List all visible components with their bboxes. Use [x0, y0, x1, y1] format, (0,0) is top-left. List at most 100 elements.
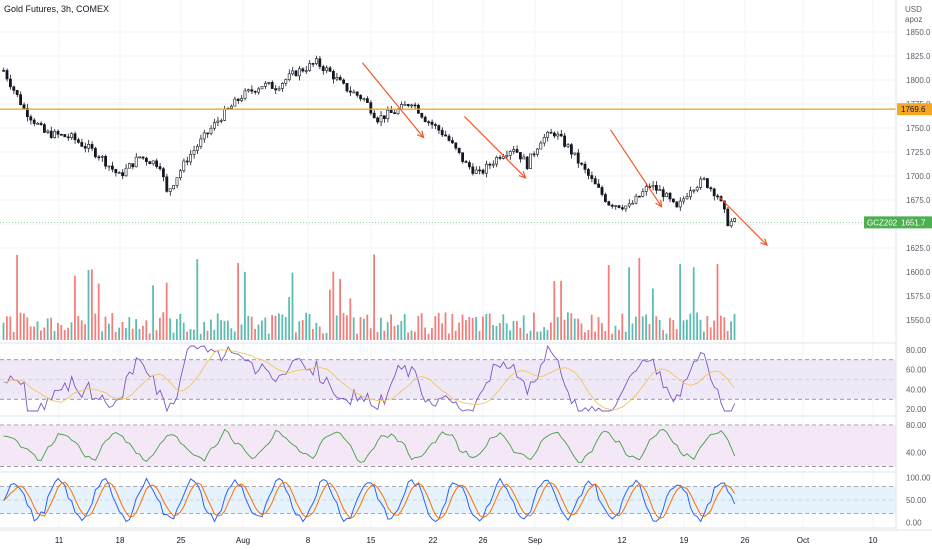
candle-body[interactable] [712, 188, 716, 197]
candle-body[interactable] [580, 162, 584, 165]
candle-body[interactable] [240, 98, 244, 101]
candle-body[interactable] [386, 109, 390, 120]
candle-body[interactable] [155, 160, 159, 167]
candle-body[interactable] [563, 135, 567, 147]
candle-body[interactable] [77, 139, 80, 143]
trend-arrow-line[interactable] [361, 62, 425, 138]
candle-body[interactable] [454, 142, 458, 149]
candle-body[interactable] [162, 168, 165, 178]
candle-body[interactable] [603, 194, 607, 202]
candle-body[interactable] [709, 187, 713, 190]
candle-body[interactable] [573, 152, 577, 155]
candle-body[interactable] [729, 221, 733, 227]
candle-body[interactable] [243, 90, 247, 99]
candle-body[interactable] [260, 85, 264, 90]
drawings[interactable] [0, 62, 896, 247]
candle-body[interactable] [284, 79, 288, 84]
candle-body[interactable] [637, 195, 641, 198]
candle-body[interactable] [274, 88, 278, 91]
candle-body[interactable] [430, 121, 434, 125]
candle-body[interactable] [5, 70, 9, 80]
candle-body[interactable] [413, 104, 417, 107]
candle-body[interactable] [9, 78, 12, 88]
candle-body[interactable] [19, 94, 23, 105]
candle-body[interactable] [546, 131, 550, 138]
candle-body[interactable] [304, 70, 308, 72]
candle-body[interactable] [209, 127, 213, 134]
candle-body[interactable] [90, 144, 94, 149]
candle-body[interactable] [87, 144, 91, 149]
candle-body[interactable] [342, 79, 346, 84]
candle-body[interactable] [263, 82, 267, 87]
candle-body[interactable] [379, 115, 383, 123]
candle-body[interactable] [529, 153, 533, 169]
candle-body[interactable] [338, 77, 342, 81]
candle-body[interactable] [213, 122, 216, 129]
horizontal-level-tag[interactable] [897, 103, 932, 116]
candle-body[interactable] [253, 90, 257, 93]
candle-body[interactable] [631, 202, 635, 205]
candle-body[interactable] [423, 116, 427, 123]
candle-body[interactable] [22, 104, 26, 109]
candle-body[interactable] [32, 119, 36, 124]
candle-body[interactable] [481, 169, 485, 174]
candle-body[interactable] [165, 176, 169, 192]
candle-body[interactable] [464, 161, 468, 163]
candle-body[interactable] [172, 185, 176, 190]
price-candles[interactable] [2, 55, 737, 228]
candle-body[interactable] [478, 169, 482, 172]
candle-body[interactable] [145, 157, 148, 162]
candle-body[interactable] [393, 112, 397, 114]
candle-body[interactable] [559, 133, 563, 137]
candle-body[interactable] [586, 169, 590, 176]
candle-body[interactable] [301, 68, 305, 72]
candle-body[interactable] [267, 82, 271, 84]
candle-body[interactable] [39, 123, 43, 125]
candle-body[interactable] [410, 104, 414, 107]
candle-body[interactable] [525, 156, 529, 169]
candle-body[interactable] [474, 169, 478, 174]
candle-body[interactable] [345, 83, 349, 92]
candle-body[interactable] [583, 163, 587, 170]
candle-body[interactable] [83, 146, 87, 149]
candle-body[interactable] [726, 208, 730, 227]
candle-body[interactable] [66, 136, 70, 139]
candle-body[interactable] [314, 58, 318, 64]
candle-body[interactable] [542, 136, 546, 144]
candle-body[interactable] [318, 58, 322, 67]
candle-body[interactable] [359, 95, 363, 100]
candle-body[interactable] [352, 91, 356, 94]
candle-body[interactable] [590, 175, 594, 179]
candle-body[interactable] [297, 68, 301, 77]
candle-body[interactable] [610, 204, 614, 207]
candle-body[interactable] [182, 160, 186, 172]
candle-body[interactable] [495, 157, 499, 165]
candle-body[interactable] [12, 86, 16, 91]
candle-body[interactable] [505, 155, 509, 157]
candle-body[interactable] [236, 98, 240, 101]
trend-arrow-line[interactable] [463, 116, 527, 179]
candle-body[interactable] [702, 178, 706, 180]
candle-body[interactable] [59, 134, 63, 136]
candle-body[interactable] [148, 161, 152, 165]
candle-body[interactable] [488, 163, 492, 166]
candle-body[interactable] [15, 90, 19, 95]
candle-body[interactable] [287, 73, 291, 80]
candle-body[interactable] [406, 104, 410, 107]
candle-body[interactable] [277, 88, 281, 91]
candle-body[interactable] [695, 187, 699, 191]
candle-body[interactable] [97, 156, 101, 159]
candle-body[interactable] [396, 109, 400, 114]
candle-body[interactable] [168, 188, 172, 192]
candle-body[interactable] [535, 148, 539, 155]
candle-body[interactable] [515, 149, 519, 153]
candle-body[interactable] [111, 165, 114, 170]
candle-body[interactable] [369, 102, 373, 114]
candle-body[interactable] [576, 152, 580, 164]
candle-body[interactable] [665, 192, 669, 198]
candle-body[interactable] [365, 98, 369, 103]
candle-body[interactable] [335, 77, 339, 80]
candle-body[interactable] [450, 140, 454, 144]
candle-body[interactable] [29, 116, 33, 121]
candle-body[interactable] [427, 121, 431, 124]
